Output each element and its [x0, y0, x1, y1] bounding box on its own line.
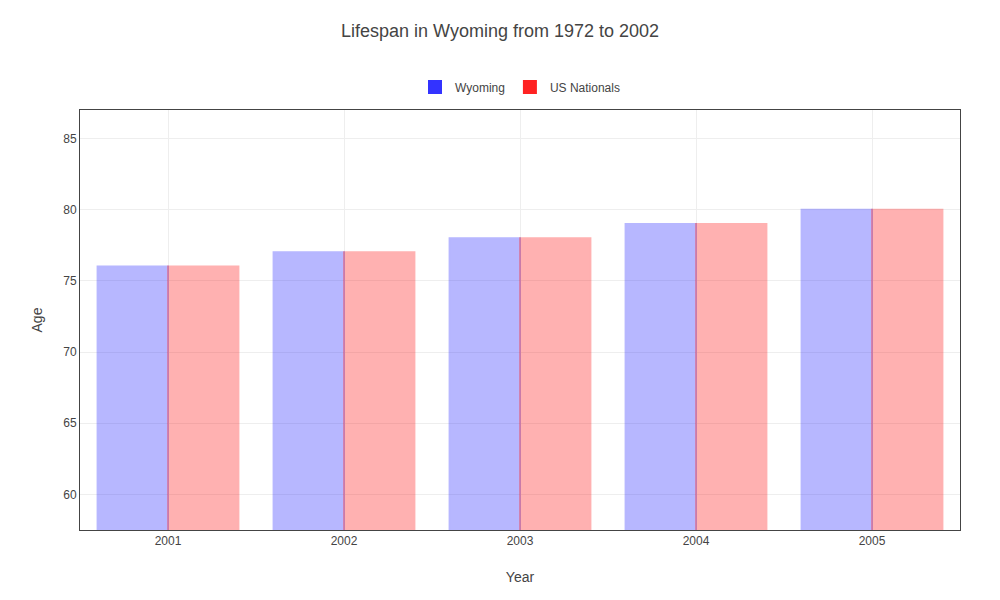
svg-text:2003: 2003 — [507, 534, 534, 548]
svg-text:Age: Age — [29, 307, 45, 332]
svg-text:US Nationals: US Nationals — [550, 81, 620, 95]
svg-text:2002: 2002 — [331, 534, 358, 548]
svg-text:2001: 2001 — [155, 534, 182, 548]
svg-text:70: 70 — [63, 345, 77, 359]
svg-text:60: 60 — [63, 488, 77, 502]
svg-text:75: 75 — [63, 274, 77, 288]
svg-text:85: 85 — [63, 132, 77, 146]
svg-text:Year: Year — [506, 569, 535, 585]
svg-text:Wyoming: Wyoming — [455, 81, 505, 95]
svg-text:Lifespan in Wyoming from 1972: Lifespan in Wyoming from 1972 to 2002 — [341, 21, 659, 41]
svg-text:2005: 2005 — [859, 534, 886, 548]
svg-text:2004: 2004 — [683, 534, 710, 548]
svg-text:80: 80 — [63, 203, 77, 217]
svg-text:65: 65 — [63, 416, 77, 430]
